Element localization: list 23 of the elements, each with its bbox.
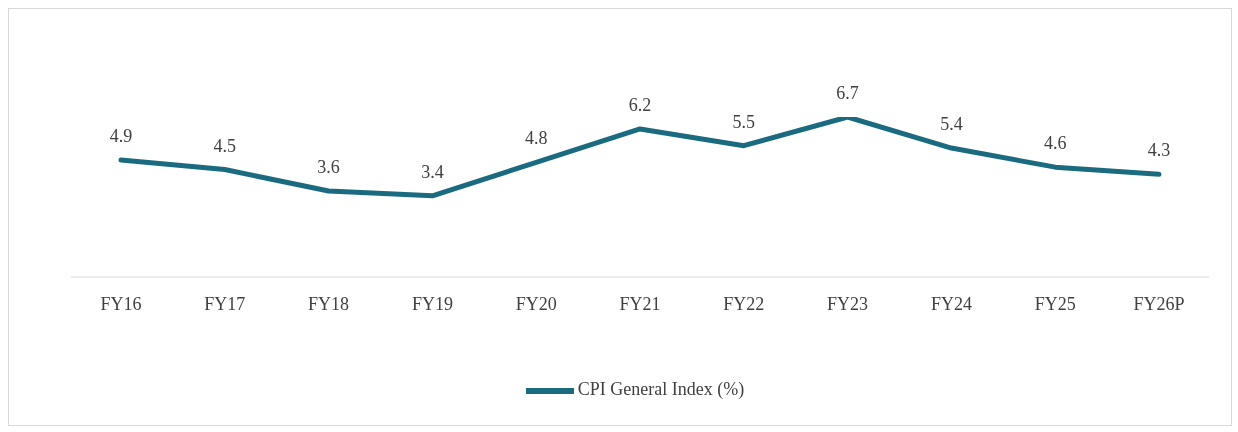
data-label: 5.4 — [940, 114, 963, 135]
legend-label: CPI General Index (%) — [577, 379, 745, 400]
data-label: 4.3 — [1147, 140, 1171, 161]
data-label: 5.5 — [732, 111, 756, 132]
x-tick-label: FY17 — [204, 293, 246, 314]
data-label: 6.7 — [836, 83, 859, 103]
data-label: 3.6 — [317, 157, 340, 178]
data-label: 6.2 — [628, 94, 652, 115]
x-tick-label: FY25 — [1034, 293, 1076, 314]
x-tick-label: FY20 — [515, 293, 557, 314]
x-tick-label: FY21 — [619, 293, 661, 314]
x-tick-label: FY18 — [308, 293, 350, 314]
x-tick-label: FY24 — [930, 293, 972, 314]
x-tick-label: FY26P — [1133, 293, 1185, 314]
x-tick-label: FY19 — [411, 293, 453, 314]
data-label: 4.9 — [109, 125, 133, 146]
data-label: 3.4 — [421, 161, 444, 182]
data-label: 4.8 — [524, 128, 548, 149]
data-label: 4.6 — [1043, 133, 1067, 154]
x-tick-label: FY16 — [100, 293, 142, 314]
x-tick-label: FY23 — [827, 293, 869, 314]
x-tick-label: FY22 — [723, 293, 765, 314]
data-label: 4.5 — [213, 135, 237, 156]
